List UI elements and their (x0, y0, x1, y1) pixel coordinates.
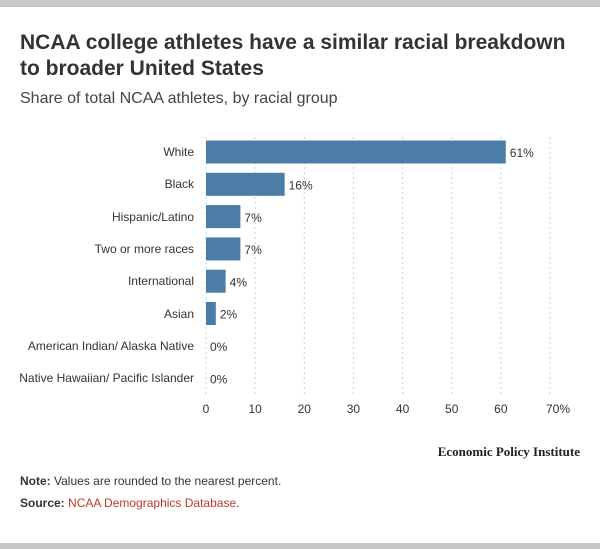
category-label: International (127, 274, 194, 289)
chart-title: NCAA college athletes have a similar rac… (20, 31, 566, 80)
value-label: 2% (220, 308, 238, 322)
x-tick-label: 30 (347, 402, 361, 416)
bar (206, 205, 241, 229)
source-link[interactable]: NCAA Demographics Database (68, 496, 237, 510)
category-label: Black (164, 177, 194, 192)
bar (206, 140, 506, 164)
bar (206, 302, 216, 325)
category-label: Asian (163, 306, 194, 321)
x-tick-label: 70% (546, 402, 570, 416)
note-label: Note: (20, 474, 51, 488)
bar (206, 269, 226, 293)
value-label: 4% (230, 275, 248, 289)
x-tick-label: 10 (248, 402, 262, 416)
note-text: Values are rounded to the nearest percen… (54, 474, 282, 488)
category-label: American Indian/ Alaska Native (27, 338, 194, 353)
category-label: Two or more races (94, 241, 194, 256)
x-tick-label: 50 (445, 402, 459, 416)
value-label: 0% (210, 372, 228, 386)
bar (206, 172, 285, 196)
category-label: Native Hawaiian/ Pacific Islander (19, 371, 194, 386)
source: Source: NCAA Demographics Database. (20, 496, 239, 510)
source-end: . (236, 496, 240, 510)
source-label: Source: (20, 496, 65, 510)
x-tick-label: 60 (494, 402, 508, 416)
value-label: 7% (244, 243, 262, 257)
category-label: Hispanic/Latino (111, 209, 194, 224)
x-tick-label: 40 (396, 402, 410, 416)
x-tick-label: 0 (203, 402, 210, 416)
chart-subtitle: Share of total NCAA athletes, by racial … (20, 90, 338, 107)
top-rule (0, 0, 600, 7)
value-label: 16% (289, 178, 313, 192)
bottom-rule (0, 543, 600, 549)
value-label: 61% (510, 146, 534, 160)
value-label: 0% (210, 340, 228, 354)
value-label: 7% (244, 211, 262, 225)
credit: Economic Policy Institute (437, 444, 580, 459)
note: Note: Values are rounded to the nearest … (20, 474, 281, 488)
x-tick-label: 20 (298, 402, 312, 416)
category-label: White (163, 145, 194, 159)
bar (206, 237, 241, 261)
